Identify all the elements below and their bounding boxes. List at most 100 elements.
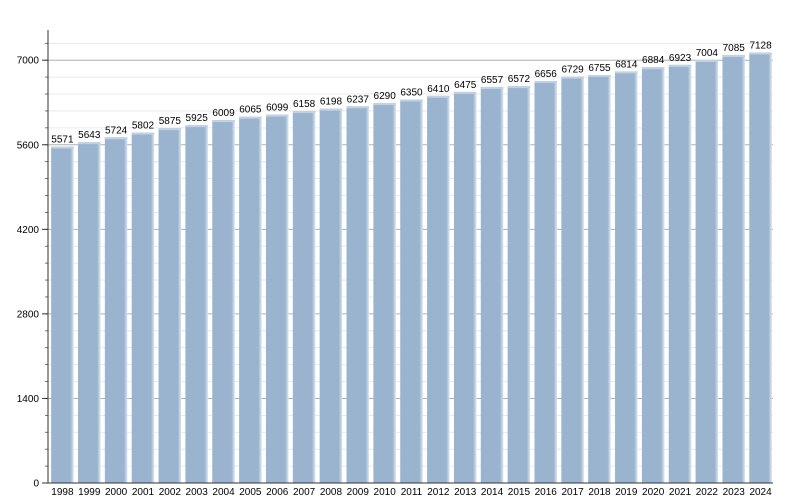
bar	[615, 71, 638, 484]
y-tick-label: 0	[33, 479, 39, 490]
bar	[561, 76, 584, 484]
data-label: 6656	[535, 69, 558, 80]
data-label: 6198	[320, 97, 343, 108]
data-label: 7128	[749, 40, 772, 51]
bar-top-highlight	[265, 114, 289, 117]
data-label: 5724	[105, 125, 128, 136]
bar-top-highlight	[212, 120, 235, 123]
y-axis: 0 1400 2800 4200 5600 7000	[17, 30, 49, 490]
bar-top-highlight	[400, 99, 423, 102]
data-label: 6158	[293, 99, 316, 110]
x-tick-label: 2021	[669, 487, 692, 498]
x-tick-label: 2003	[186, 487, 209, 498]
bar	[265, 114, 289, 484]
bar	[400, 99, 423, 484]
bar-top-highlight	[158, 128, 182, 131]
data-label: 6572	[508, 74, 531, 85]
bar	[534, 80, 558, 483]
x-tick-label: 2018	[588, 487, 611, 498]
bar-top-highlight	[346, 106, 370, 109]
bar-top-highlight	[292, 111, 316, 114]
bar	[427, 95, 450, 483]
bar	[104, 137, 128, 484]
bar	[480, 86, 504, 483]
data-label: 5643	[78, 130, 101, 141]
data-label: 6410	[427, 84, 450, 95]
bar-top-highlight	[104, 137, 128, 140]
data-label: 5925	[186, 113, 209, 124]
data-label: 6065	[239, 105, 262, 116]
bar-top-highlight	[319, 108, 343, 111]
bar	[51, 146, 74, 483]
x-tick-label: 2013	[454, 487, 477, 498]
x-tick-label: 2012	[427, 487, 450, 498]
y-tick-label: 4200	[17, 225, 40, 236]
x-tick-label: 2016	[535, 487, 558, 498]
data-label: 6237	[347, 94, 370, 105]
bars	[51, 52, 772, 484]
bar	[641, 67, 665, 484]
x-tick-label: 2007	[293, 487, 316, 498]
data-label: 6729	[561, 65, 584, 76]
bar-top-highlight	[668, 64, 692, 67]
data-label: 7085	[723, 43, 746, 54]
bar	[185, 125, 208, 483]
bar	[695, 59, 719, 483]
data-label: 6099	[266, 103, 289, 114]
x-tick-label: 2017	[561, 487, 584, 498]
data-label: 5802	[132, 121, 155, 132]
data-label: 7004	[696, 48, 719, 59]
bar	[131, 132, 155, 483]
bar-top-highlight	[427, 95, 450, 98]
x-tick-label: 2020	[642, 487, 665, 498]
bar-top-highlight	[641, 67, 665, 70]
bar	[292, 111, 316, 484]
bar-top-highlight	[615, 71, 638, 74]
x-tick-label: 2001	[132, 487, 155, 498]
x-tick-label: 2015	[508, 487, 531, 498]
x-tick-label: 2000	[105, 487, 128, 498]
bar	[346, 106, 370, 483]
x-tick-label: 2019	[615, 487, 638, 498]
y-tick-label: 5600	[17, 140, 40, 151]
bar-top-highlight	[185, 125, 208, 128]
bar-top-highlight	[507, 86, 531, 89]
data-label: 6923	[669, 53, 692, 64]
data-labels: 5571 5643 5724 5802 5875 5925 6009 6065 6099 6158…	[51, 40, 772, 145]
x-tick-label: 2004	[212, 487, 235, 498]
x-tick-label: 2022	[696, 487, 719, 498]
bar-top-highlight	[131, 132, 155, 135]
x-tick-label: 1999	[78, 487, 101, 498]
bar-top-highlight	[588, 74, 611, 77]
y-tick-label: 1400	[17, 394, 40, 405]
bar	[507, 86, 531, 483]
bar-top-highlight	[722, 55, 745, 58]
bar	[78, 142, 101, 484]
bar	[158, 128, 182, 483]
bar	[373, 103, 396, 484]
bar-top-highlight	[695, 59, 719, 62]
x-tick-label: 2014	[481, 487, 504, 498]
x-tick-label: 2010	[374, 487, 397, 498]
x-axis: 1998 1999 2000 2001 2002 2003 2004 2005 2006 2007…	[48, 482, 773, 498]
data-label: 5875	[159, 116, 182, 127]
bar	[668, 64, 692, 483]
x-tick-label: 1998	[51, 487, 74, 498]
data-label: 6290	[374, 91, 397, 102]
x-tick-label: 2009	[347, 487, 370, 498]
bar	[722, 55, 745, 483]
bar	[319, 108, 343, 483]
y-tick-label: 7000	[17, 56, 40, 67]
bar-top-highlight	[561, 76, 584, 79]
y-tick-label: 2800	[17, 309, 40, 320]
x-tick-label: 2011	[401, 487, 423, 498]
x-tick-label: 2005	[239, 487, 262, 498]
bar-top-highlight	[453, 91, 477, 94]
bar	[239, 116, 262, 483]
data-label: 6557	[481, 75, 504, 86]
bar	[588, 74, 611, 484]
bar-top-highlight	[480, 86, 504, 89]
x-tick-label: 2024	[749, 487, 772, 498]
bar-top-highlight	[78, 142, 101, 145]
